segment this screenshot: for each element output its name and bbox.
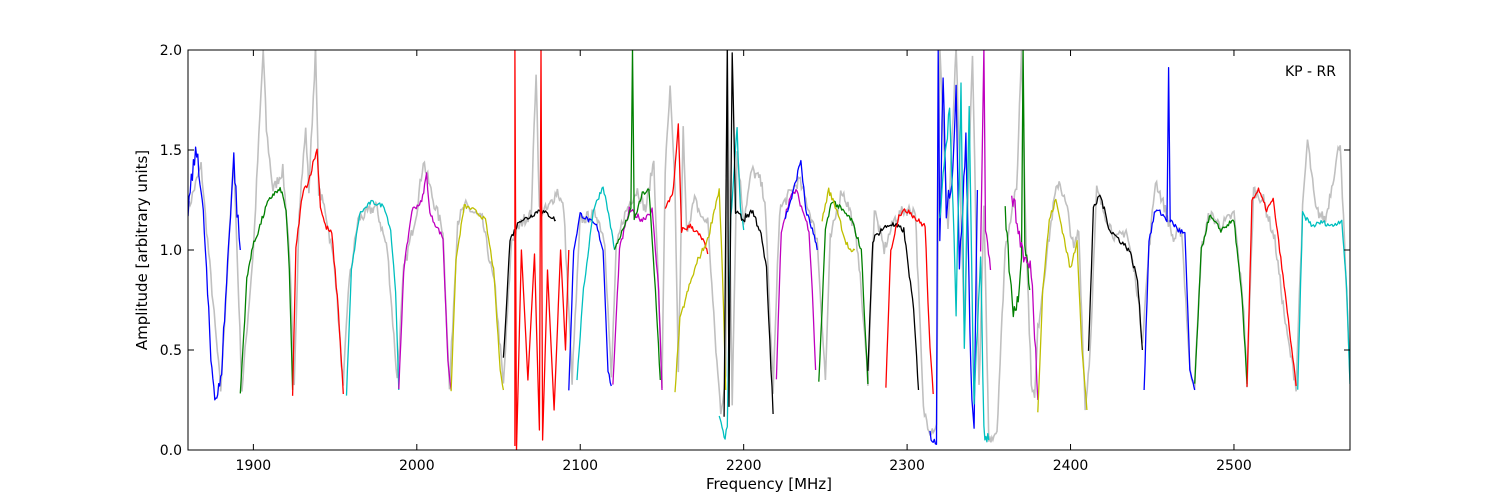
series-line-16 xyxy=(723,50,774,417)
y-axis-label: Amplitude [arbitrary units] xyxy=(133,150,151,350)
x-axis: 1900 2000 2100 2200 2300 2400 2500 xyxy=(236,50,1252,474)
series-line-6 xyxy=(450,204,505,392)
x-tick-label: 1900 xyxy=(236,458,272,474)
x-tick-label: 2200 xyxy=(726,458,762,474)
y-tick-label: 1.5 xyxy=(160,143,182,159)
series-line-24 xyxy=(939,82,990,443)
y-tick-label: 2.0 xyxy=(160,43,182,59)
chart-annotation: KP - RR xyxy=(1285,64,1336,80)
series-line-2 xyxy=(239,186,294,394)
series-line-10 xyxy=(576,186,616,381)
series-line-23 xyxy=(929,50,979,445)
series-line-19 xyxy=(818,200,869,385)
series-line-9 xyxy=(568,211,612,391)
series-line-13 xyxy=(664,123,709,255)
series-line-31 xyxy=(1194,214,1248,385)
series-line-25 xyxy=(979,50,992,271)
series-line-20 xyxy=(821,187,856,253)
series-line-22 xyxy=(885,208,934,395)
series-line-30 xyxy=(1143,67,1196,391)
background-series xyxy=(188,50,1350,443)
x-tick-label: 2400 xyxy=(1053,458,1089,474)
series-line-32 xyxy=(1246,187,1297,387)
y-axis: 0.0 0.5 1.0 1.5 2.0 xyxy=(160,43,1350,459)
series-line-17 xyxy=(775,188,817,380)
x-tick-label: 2000 xyxy=(399,458,435,474)
data-series-group xyxy=(188,50,1350,450)
series-line-11 xyxy=(612,206,663,391)
x-axis-label: Frequency [MHz] xyxy=(706,475,832,493)
plot-area xyxy=(188,50,1350,450)
y-tick-label: 1.0 xyxy=(160,243,182,259)
series-line-29 xyxy=(1087,194,1144,351)
series-line-12 xyxy=(613,50,661,381)
x-tick-label: 2300 xyxy=(889,458,925,474)
series-line-21 xyxy=(867,222,920,391)
series-line-8 xyxy=(514,50,570,450)
y-tick-label: 0.5 xyxy=(160,343,182,359)
series-line-7 xyxy=(502,209,557,358)
series-line-27 xyxy=(1011,195,1039,401)
series-line-18 xyxy=(784,159,818,251)
y-tick-label: 0.0 xyxy=(160,443,182,459)
series-line-4 xyxy=(345,199,400,396)
background-spectrum-line xyxy=(188,50,1350,443)
series-line-5 xyxy=(398,172,452,391)
series-line-1 xyxy=(188,146,241,401)
series-line-14 xyxy=(674,188,727,393)
x-tick-label: 2100 xyxy=(562,458,598,474)
series-line-3 xyxy=(291,148,344,396)
x-tick-label: 2500 xyxy=(1216,458,1252,474)
series-line-26 xyxy=(1004,50,1031,318)
series-line-28 xyxy=(1037,198,1088,413)
series-line-33 xyxy=(1297,210,1350,390)
